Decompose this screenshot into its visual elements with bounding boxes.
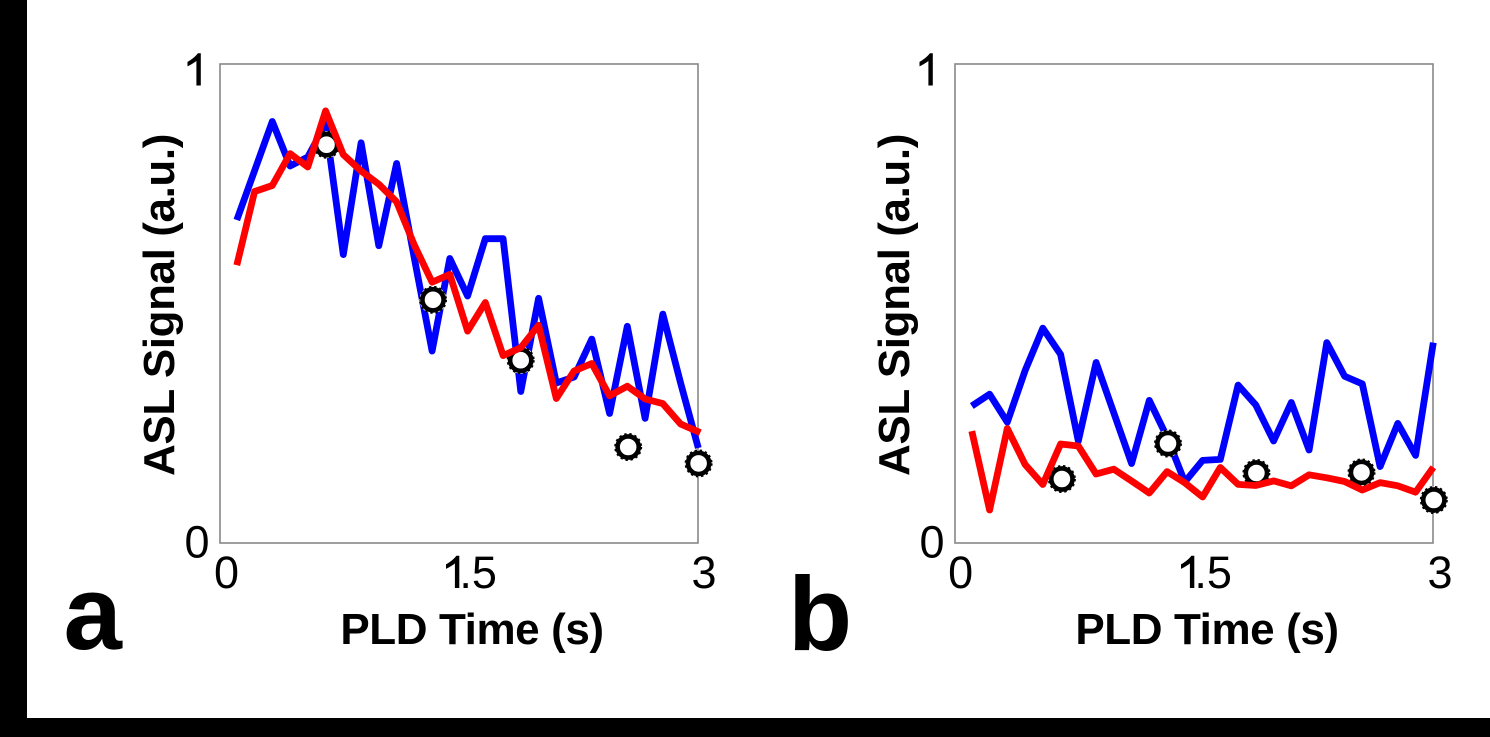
svg-text:ASL Signal (a.u.): ASL Signal (a.u.) bbox=[870, 134, 919, 476]
svg-text:ASL Signal (a.u.): ASL Signal (a.u.) bbox=[135, 134, 184, 476]
svg-text:0: 0 bbox=[948, 547, 973, 598]
svg-text:b: b bbox=[788, 556, 852, 673]
svg-text:3: 3 bbox=[691, 547, 716, 598]
svg-text:.5: .5 bbox=[1194, 547, 1232, 598]
svg-text:0: 0 bbox=[214, 547, 239, 598]
svg-text:3: 3 bbox=[1427, 547, 1452, 598]
svg-text:PLD Time (s): PLD Time (s) bbox=[340, 605, 603, 654]
svg-text:0: 0 bbox=[919, 517, 944, 568]
svg-text:0: 0 bbox=[184, 517, 209, 568]
svg-text:PLD Time (s): PLD Time (s) bbox=[1075, 605, 1338, 654]
svg-text:a: a bbox=[64, 555, 124, 672]
svg-text:.5: .5 bbox=[459, 547, 497, 598]
